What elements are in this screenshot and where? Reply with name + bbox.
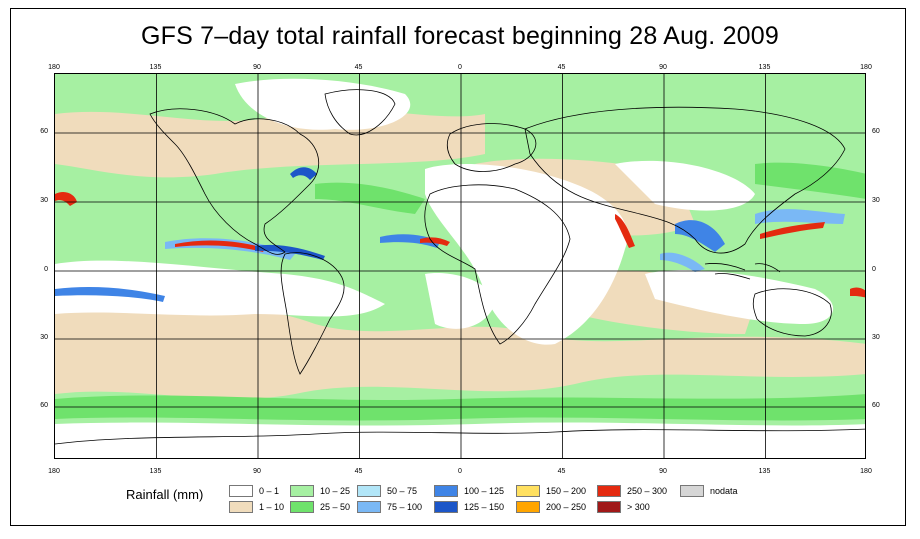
- legend-swatch: [229, 501, 253, 513]
- legend-swatch: [516, 485, 540, 497]
- lat-tick-left-30n: 30: [40, 197, 48, 204]
- legend-label: 200 – 250: [546, 502, 587, 512]
- legend-swatch: [290, 485, 314, 497]
- legend-label: 100 – 125: [464, 486, 505, 496]
- legend-label: > 300: [627, 502, 650, 512]
- coastline-layer: [55, 89, 865, 445]
- legend-swatch: [357, 501, 381, 513]
- legend-swatch: [516, 501, 540, 513]
- lon-tick-top-90e: 90: [659, 64, 667, 71]
- rainfall-field-layer: [55, 74, 865, 458]
- lat-tick-left-60n: 60: [40, 128, 48, 135]
- lon-tick-bottom-135w: 135: [149, 468, 162, 475]
- legend-label: 1 – 10: [259, 502, 285, 512]
- legend-swatch: [290, 501, 314, 513]
- lon-tick-top-180e: 180: [860, 64, 872, 71]
- lat-tick-right-30n: 30: [872, 197, 880, 204]
- lon-tick-bottom-135e: 135: [758, 468, 771, 475]
- legend-swatch: [597, 485, 621, 497]
- lon-tick-top-0: 0: [458, 64, 462, 71]
- legend-swatch: [434, 501, 458, 513]
- legend-swatch: [597, 501, 621, 513]
- lon-tick-top-135e: 135: [758, 64, 771, 71]
- lat-tick-right-60s: 60: [872, 402, 880, 409]
- rainfall-map-svg: [55, 74, 865, 458]
- legend-swatch: [357, 485, 381, 497]
- lat-tick-right-0: 0: [872, 266, 876, 273]
- graticule-layer: [55, 74, 865, 458]
- legend-label: 75 – 100: [387, 502, 423, 512]
- legend-label: nodata: [710, 486, 738, 496]
- legend-label: 10 – 25: [320, 486, 351, 496]
- lon-tick-bottom-180e: 180: [860, 468, 872, 475]
- legend-title: Rainfall (mm): [126, 487, 204, 502]
- legend-swatch: [680, 485, 704, 497]
- rainfall-map[interactable]: [54, 73, 866, 459]
- lon-tick-top-90w: 90: [253, 64, 261, 71]
- legend-label: 125 – 150: [464, 502, 505, 512]
- figure-frame: [10, 8, 906, 526]
- legend-swatch: [229, 485, 253, 497]
- legend-label: 25 – 50: [320, 502, 351, 512]
- lon-tick-top-135w: 135: [149, 64, 162, 71]
- lat-tick-left-0: 0: [44, 266, 48, 273]
- lon-tick-bottom-0: 0: [458, 468, 462, 475]
- lon-tick-top-45e: 45: [557, 64, 566, 71]
- lat-tick-right-30s: 30: [872, 334, 880, 341]
- lat-tick-left-60s: 60: [40, 402, 48, 409]
- lon-tick-bottom-45e: 45: [557, 468, 566, 475]
- lon-tick-top-180w: 180: [48, 64, 60, 71]
- legend-label: 0 – 1: [259, 486, 280, 496]
- lat-tick-right-60n: 60: [872, 128, 880, 135]
- map-title: GFS 7–day total rainfall forecast beginn…: [140, 22, 779, 50]
- legend-swatch: [434, 485, 458, 497]
- lon-tick-top-45w: 45: [354, 64, 363, 71]
- lon-tick-bottom-90e: 90: [659, 468, 667, 475]
- lon-tick-bottom-45w: 45: [354, 468, 363, 475]
- legend-label: 50 – 75: [387, 486, 418, 496]
- lat-tick-left-30s: 30: [40, 334, 48, 341]
- lon-tick-bottom-180w: 180: [48, 468, 60, 475]
- legend-label: 250 – 300: [627, 486, 668, 496]
- heavy-rainfall-layer: [55, 167, 865, 302]
- legend-label: 150 – 200: [546, 486, 587, 496]
- lon-tick-bottom-90w: 90: [253, 468, 261, 475]
